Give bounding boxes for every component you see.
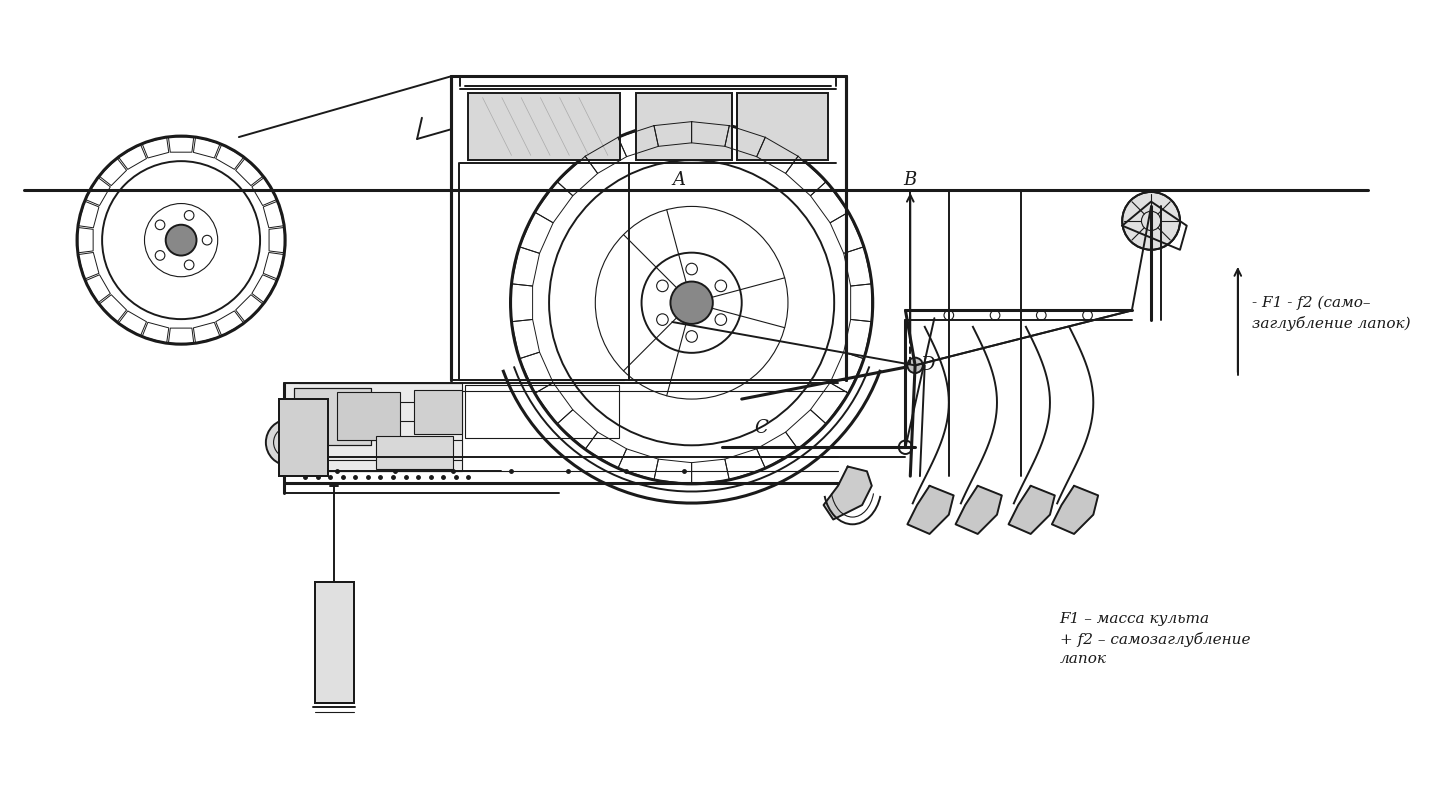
Circle shape — [671, 282, 712, 324]
Text: F1 – масса культа
+ f2 – самозаглубление
лапок: F1 – масса культа + f2 – самозаглубление… — [1059, 611, 1250, 666]
Bar — [337, 393, 400, 441]
Bar — [737, 94, 828, 161]
Polygon shape — [284, 383, 463, 471]
Circle shape — [166, 226, 196, 256]
Bar — [279, 400, 328, 476]
Bar — [414, 391, 463, 434]
Text: A: A — [672, 170, 685, 189]
Bar — [469, 94, 620, 161]
Polygon shape — [824, 467, 871, 520]
Text: - F1 - f2 (само–
заглубление лапок): - F1 - f2 (само– заглубление лапок) — [1252, 296, 1412, 331]
Polygon shape — [907, 486, 953, 534]
Polygon shape — [1052, 486, 1098, 534]
Polygon shape — [956, 486, 1002, 534]
Text: C: C — [754, 418, 768, 436]
Circle shape — [907, 358, 923, 373]
Text: B: B — [904, 170, 917, 189]
Bar — [375, 436, 453, 470]
Circle shape — [267, 420, 312, 466]
Bar — [294, 388, 371, 446]
Bar — [636, 94, 732, 161]
Bar — [294, 388, 371, 446]
Bar — [315, 582, 354, 703]
Bar — [279, 400, 328, 476]
Text: D: D — [920, 356, 934, 373]
Circle shape — [1122, 193, 1179, 251]
Bar — [315, 582, 354, 703]
Polygon shape — [1009, 486, 1055, 534]
Bar — [466, 385, 619, 438]
